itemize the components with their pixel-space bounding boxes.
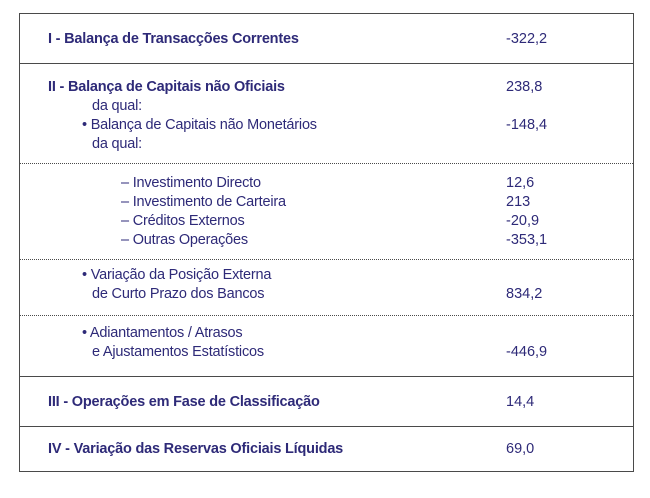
variacao-line1: • Variação da Posição Externa <box>82 267 272 283</box>
section-details: – Investimento Directo 12,6 – Investimen… <box>20 164 633 260</box>
row-iv-label: IV - Variação das Reservas Oficiais Líqu… <box>48 441 344 457</box>
detail-value: -20,9 <box>506 213 540 229</box>
row-iv-value: 69,0 <box>506 441 535 457</box>
row-ii-item1-value: -148,4 <box>506 117 548 133</box>
row-iii-value: 14,4 <box>506 394 535 410</box>
detail-label: – Investimento de Carteira <box>121 194 286 210</box>
detail-label: – Investimento Directo <box>121 175 261 191</box>
detail-value: -353,1 <box>506 232 548 248</box>
row-ii-label: II - Balança de Capitais não Oficiais <box>48 79 285 95</box>
balance-table: I - Balança de Transacções Correntes -32… <box>19 13 634 472</box>
section-ii: II - Balança de Capitais não Oficiais 23… <box>20 64 633 164</box>
row-ii-item1-label: • Balança de Capitais não Monetários <box>82 117 317 133</box>
section-i: I - Balança de Transacções Correntes -32… <box>20 14 633 64</box>
adiant-line1: • Adiantamentos / Atrasos <box>82 325 243 341</box>
detail-value: 12,6 <box>506 175 535 191</box>
adiant-value: -446,9 <box>506 344 548 360</box>
detail-value: 213 <box>506 194 531 210</box>
variacao-value: 834,2 <box>506 286 543 302</box>
row-i-label: I - Balança de Transacções Correntes <box>48 31 299 47</box>
section-iii: III - Operações em Fase de Classificação… <box>20 377 633 427</box>
row-ii-value: 238,8 <box>506 79 543 95</box>
variacao-line2: de Curto Prazo dos Bancos <box>92 286 265 302</box>
section-variacao: • Variação da Posição Externa de Curto P… <box>20 260 633 316</box>
detail-label: – Créditos Externos <box>121 213 245 229</box>
detail-label: – Outras Operações <box>121 232 248 248</box>
row-ii-sub2: da qual: <box>92 136 142 152</box>
section-iv: IV - Variação das Reservas Oficiais Líqu… <box>20 427 633 471</box>
section-adiantamentos: • Adiantamentos / Atrasos e Ajustamentos… <box>20 316 633 377</box>
row-i-value: -322,2 <box>506 31 548 47</box>
adiant-line2: e Ajustamentos Estatísticos <box>92 344 264 360</box>
row-iii-label: III - Operações em Fase de Classificação <box>48 394 320 410</box>
row-ii-sub1: da qual: <box>92 98 142 114</box>
